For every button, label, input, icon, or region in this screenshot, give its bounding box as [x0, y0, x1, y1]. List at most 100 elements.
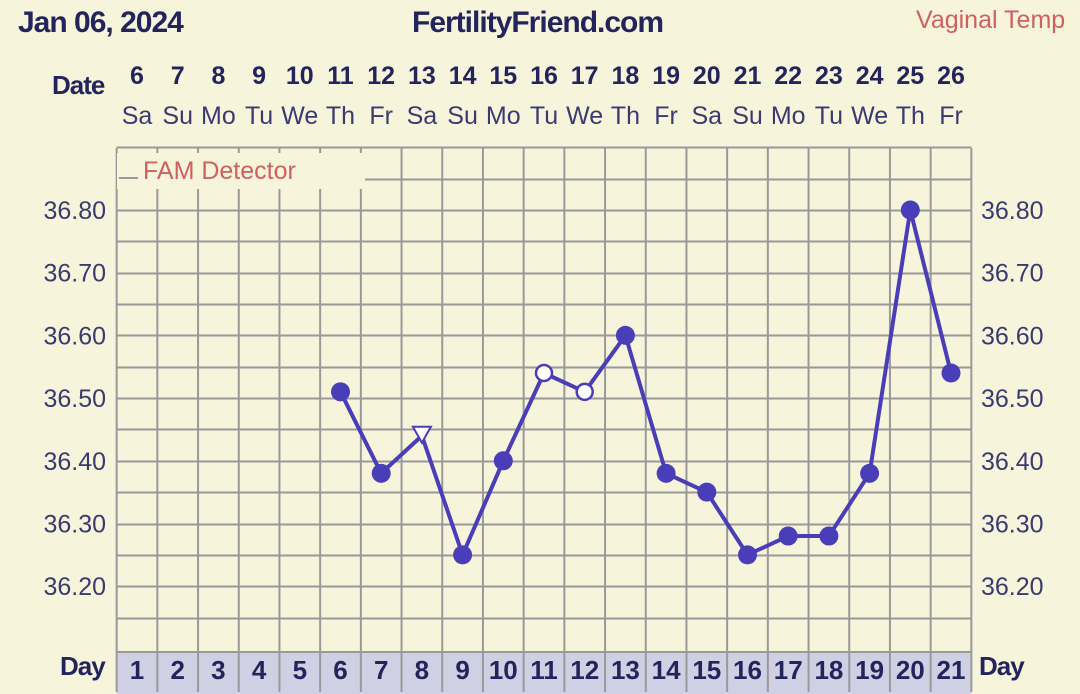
weekday-tick-label: Fr [939, 102, 963, 130]
day-cells [116, 652, 972, 694]
temperature-point [656, 463, 676, 483]
cycle-day-label: 1 [130, 655, 144, 685]
weekday-tick-label: Mo [201, 102, 236, 130]
fam-detector-box: FAM Detector [117, 153, 365, 189]
cycle-day-label: 14 [652, 655, 681, 685]
temperature-series [331, 200, 961, 565]
y-tick-label-right: 36.50 [981, 385, 1044, 413]
cycle-day-label: 5 [293, 655, 307, 685]
day-cell [930, 652, 972, 694]
weekday-tick-label: Su [162, 102, 193, 130]
temperature-point [941, 363, 961, 383]
day-cell [360, 652, 402, 694]
date-tick-label: 11 [327, 62, 354, 90]
day-cell [605, 652, 646, 694]
temperature-line [338, 208, 953, 557]
temperature-point-open [534, 363, 554, 383]
date-tick-label: 23 [815, 62, 843, 90]
weekday-tick-label: Sa [692, 102, 723, 130]
weekday-tick-label: We [281, 102, 318, 130]
cycle-day-label: 15 [692, 655, 721, 685]
date-tick-label: 12 [367, 62, 395, 90]
weekday-tick-label: Tu [245, 102, 273, 130]
date-tick-label: 7 [171, 62, 185, 90]
weekday-tick-label: Su [732, 102, 763, 130]
temperature-point [493, 451, 513, 471]
temperature-point [371, 463, 391, 483]
day-cell [157, 652, 199, 694]
day-cell [442, 652, 483, 694]
date-tick-label: 17 [571, 62, 599, 90]
chart-grid [115, 146, 973, 692]
fam-detector-label: FAM Detector [143, 157, 296, 185]
cycle-day-label: 18 [814, 655, 843, 685]
date-tick-label: 14 [449, 62, 477, 90]
y-tick-label-left: 36.20 [43, 573, 106, 601]
y-tick-label-left: 36.60 [43, 322, 106, 350]
temperature-type: Vaginal Temp [916, 6, 1066, 34]
y-tick-label-right: 36.80 [981, 197, 1044, 225]
y-tick-label-right: 36.30 [981, 511, 1044, 539]
site-title: FertilityFriend.com [412, 6, 664, 39]
date-tick-label: 8 [211, 62, 225, 90]
cycle-day-label: 4 [252, 655, 267, 685]
weekday-tick-label: Tu [815, 102, 843, 130]
temperature-point [453, 545, 473, 565]
date-tick-label: 18 [611, 62, 639, 90]
date-tick-label: 25 [896, 62, 924, 90]
date-axis-labels: 6 7 8 9 10 11 12 13 14 15 16 17 18 19 20 21 22 23 24 25 26 Sa… [122, 62, 965, 130]
temperature-point [778, 526, 798, 546]
cycle-day-label: 9 [455, 655, 469, 685]
cycle-day-label: 7 [374, 655, 388, 685]
y-tick-label-left: 36.80 [43, 197, 106, 225]
chart-date: Jan 06, 2024 [18, 6, 184, 39]
temperature-point [615, 325, 635, 345]
weekday-tick-label: We [566, 102, 603, 130]
date-tick-label: 26 [937, 62, 965, 90]
weekday-tick-label: Mo [486, 102, 521, 130]
temperature-axis-labels: 36.80 36.80 36.70 36.70 36.60 36.60 36.50 36.50… [43, 197, 1043, 601]
day-cell [523, 652, 565, 694]
day-cell [401, 652, 443, 694]
temperature-point [900, 200, 920, 220]
day-cell [564, 652, 606, 694]
y-tick-label-right: 36.40 [981, 448, 1044, 476]
day-cell [279, 652, 321, 694]
weekday-tick-label: Su [447, 102, 478, 130]
y-tick-label-right: 36.20 [981, 573, 1044, 601]
cycle-day-label: 12 [570, 655, 599, 685]
day-cell [116, 652, 158, 694]
y-tick-label-right: 36.60 [981, 322, 1044, 350]
day-cell [686, 652, 728, 694]
temperature-point [860, 463, 880, 483]
cycle-day-label: 11 [530, 655, 558, 685]
date-tick-label: 21 [734, 62, 762, 90]
weekday-tick-label: Sa [407, 102, 438, 130]
temperature-point-triangle [411, 425, 433, 445]
cycle-day-label: 2 [170, 655, 184, 685]
day-cell [889, 652, 931, 694]
temperature-point [331, 382, 350, 402]
day-cell [727, 652, 768, 694]
weekday-tick-label: Th [326, 102, 355, 130]
cycle-day-label: 3 [211, 655, 225, 685]
date-tick-label: 10 [286, 62, 314, 90]
cycle-day-label: 19 [855, 655, 884, 685]
weekday-tick-label: Tu [530, 102, 558, 130]
cycle-day-label: 8 [415, 655, 429, 685]
weekday-tick-label: We [851, 102, 888, 130]
day-cell [198, 652, 239, 694]
cycle-day-label: 6 [333, 655, 347, 685]
weekday-tick-label: Th [611, 102, 640, 130]
weekday-tick-label: Th [896, 102, 925, 130]
date-tick-label: 19 [652, 62, 680, 90]
y-tick-label-left: 36.70 [43, 260, 106, 288]
cycle-day-label: 13 [611, 655, 640, 685]
cycle-day-label: 17 [774, 655, 803, 685]
date-tick-label: 22 [774, 62, 802, 90]
day-cell [808, 652, 850, 694]
temperature-point-open [575, 382, 594, 402]
day-row-label-right: Day [979, 651, 1025, 681]
y-tick-label-left: 36.30 [43, 511, 106, 539]
